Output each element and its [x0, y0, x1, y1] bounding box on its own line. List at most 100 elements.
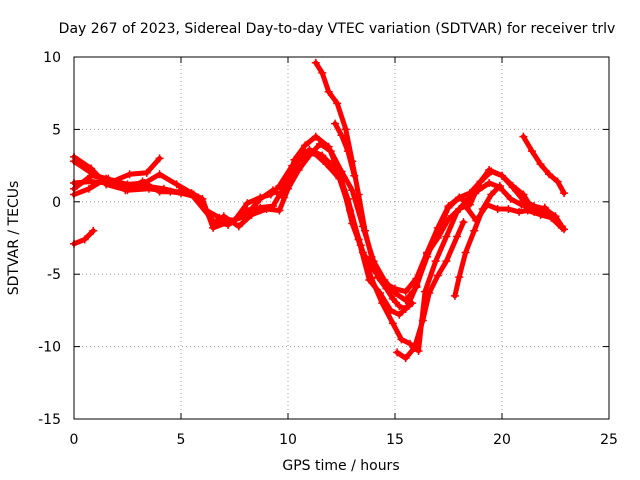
data-point [318, 68, 327, 77]
data-point [388, 294, 397, 303]
data-point [459, 218, 468, 227]
grid [74, 57, 609, 419]
data-point [405, 339, 414, 348]
data-point [361, 226, 370, 235]
series-layer [70, 58, 569, 363]
data-point [209, 219, 218, 228]
data-point [474, 186, 483, 195]
data-point [540, 203, 549, 212]
data-point [433, 234, 442, 242]
data-point [243, 199, 252, 208]
data-point [425, 289, 434, 298]
data-point [309, 148, 318, 157]
chart-title: Day 267 of 2023, Sidereal Day-to-day VTE… [59, 21, 616, 37]
series-track-9 [393, 218, 468, 363]
data-point [266, 190, 275, 199]
x-tick-label: 10 [279, 432, 297, 448]
series-track-5 [70, 154, 164, 186]
data-point [284, 184, 292, 193]
data-point [348, 186, 357, 195]
y-tick-label: 5 [52, 122, 61, 138]
data-point [414, 346, 423, 355]
data-point [275, 206, 284, 215]
data-point [301, 141, 310, 150]
data-point [215, 213, 224, 222]
data-point [527, 205, 536, 214]
data-point [519, 190, 528, 199]
series-line [71, 155, 163, 184]
data-point [418, 316, 427, 325]
data-point [498, 171, 506, 180]
data-point [367, 252, 376, 261]
data-point [391, 289, 399, 298]
data-point [202, 206, 211, 215]
data-point [138, 177, 147, 186]
x-axis-label: GPS time / hours [282, 458, 399, 474]
data-point [487, 167, 496, 176]
y-tick-label: -5 [47, 267, 61, 283]
y-axis-label: SDTVAR / TECUs [6, 181, 22, 296]
data-point [401, 304, 410, 313]
data-point [294, 165, 303, 174]
data-point [560, 189, 569, 198]
data-point [388, 319, 397, 328]
plot-frame [73, 56, 610, 420]
data-point [515, 207, 524, 216]
data-point [142, 168, 151, 177]
data-point [553, 177, 562, 186]
data-point [346, 206, 355, 215]
data-point [401, 354, 410, 363]
data-point [549, 213, 558, 222]
y-tick-label: 0 [52, 195, 61, 211]
data-point [453, 232, 462, 241]
data-point [453, 207, 462, 216]
data-point [519, 132, 528, 141]
data-point [433, 271, 442, 280]
data-point [461, 248, 470, 257]
data-point [324, 87, 333, 96]
data-point [316, 139, 325, 148]
data-point [393, 348, 402, 357]
data-point [333, 99, 342, 108]
data-point [412, 283, 421, 292]
data-point [545, 170, 554, 179]
data-point [382, 284, 391, 293]
data-point [155, 154, 164, 163]
x-tick-label: 20 [493, 432, 511, 448]
data-point [401, 287, 410, 296]
data-point [410, 344, 419, 353]
data-point [527, 147, 536, 156]
data-point [476, 177, 485, 186]
y-tick-label: -15 [38, 412, 61, 428]
data-point [444, 215, 453, 224]
data-point [493, 205, 502, 214]
data-point [80, 235, 89, 244]
data-point [378, 299, 387, 308]
data-point [121, 186, 130, 195]
data-point [401, 296, 410, 305]
data-point [108, 177, 117, 186]
data-point [470, 226, 479, 235]
data-point [444, 203, 453, 212]
data-point [322, 160, 331, 169]
data-point [326, 147, 335, 156]
data-point [504, 205, 513, 214]
data-point [487, 190, 496, 199]
series-line [520, 134, 567, 196]
x-tick-label: 15 [386, 432, 404, 448]
data-point [230, 216, 239, 225]
data-point [478, 205, 487, 214]
data-point [84, 184, 93, 193]
data-point [343, 147, 352, 156]
data-point [337, 131, 346, 140]
y-tick-label: 10 [43, 50, 61, 66]
data-point [256, 193, 265, 202]
data-point [538, 209, 547, 218]
data-point [125, 170, 134, 179]
data-point [331, 119, 340, 128]
data-point [431, 257, 440, 266]
data-point [174, 187, 183, 196]
data-point [536, 160, 545, 169]
